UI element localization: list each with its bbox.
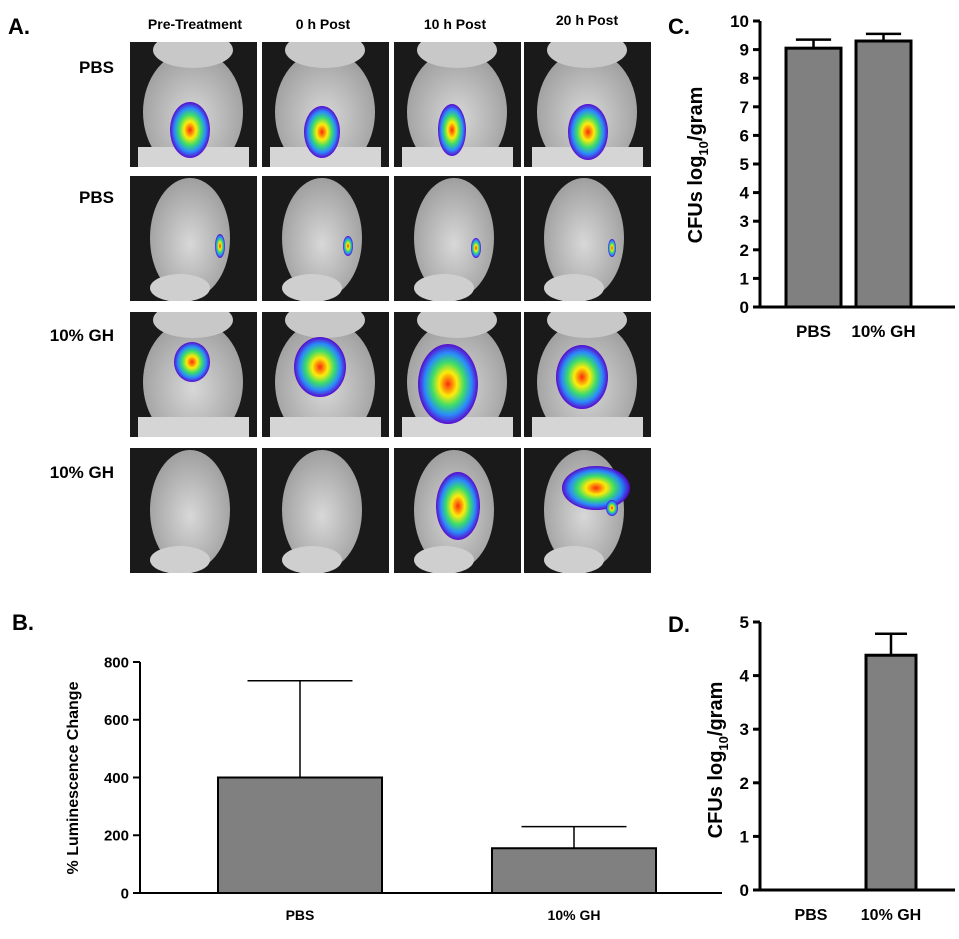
chart-B-y-tick-label: 200: [104, 828, 129, 845]
chart-D-y-tick-label: 1: [740, 827, 749, 846]
chart-C-y-tick-label: 9: [740, 41, 749, 60]
column-header-10h: 10 h Post: [423, 16, 487, 32]
mouse-image-tile: [524, 448, 651, 573]
chart-D-y-tick-label: 2: [740, 774, 749, 793]
chart-D-y-axis-label: CFUs log10/gram: [705, 682, 731, 839]
column-header-20h: 20 h Post: [555, 12, 619, 28]
chart-C-y-tick-label: 10: [730, 12, 749, 31]
chart-D-y-tick-label: 0: [740, 881, 749, 900]
chart-D-category-label: 10% GH: [861, 907, 921, 924]
chart-C-category-label: 10% GH: [851, 322, 915, 341]
chart-B-bar: [217, 776, 383, 894]
chart-D-y-tick-label: 5: [740, 613, 749, 632]
chart-C-y-tick-label: 1: [740, 269, 749, 288]
chart-D-bar: [864, 653, 918, 892]
chart-B-bar: [491, 847, 657, 895]
panel-label-c: C.: [668, 14, 690, 39]
mouse-image-tile: [262, 448, 389, 573]
chart-C-y-tick-label: 8: [740, 69, 749, 88]
panel-label-a: A.: [8, 14, 30, 39]
row-label-pbs-ventral: PBS: [79, 58, 114, 77]
chart-C-y-tick-label: 4: [740, 184, 750, 203]
mouse-image-tile: [130, 448, 257, 573]
mouse-image-tile: [394, 448, 521, 573]
chart-C-y-axis-label: CFUs log10/gram: [685, 87, 711, 244]
chart-C-category-label: PBS: [796, 322, 831, 341]
panel-label-b: B.: [12, 610, 34, 635]
mouse-image-tile: [130, 312, 257, 437]
chart-C-y-tick-label: 7: [740, 98, 749, 117]
chart-C-y-tick-label: 2: [740, 241, 749, 260]
chart-D-y-tick-label: 4: [740, 667, 750, 686]
chart-D-y-tick-label: 3: [740, 720, 749, 739]
mouse-image-tile: [262, 176, 389, 301]
chart-C-bar: [854, 39, 913, 309]
chart-B-y-axis-label: % Luminescence Change: [65, 681, 82, 874]
chart-B-y-tick-label: 0: [121, 885, 129, 902]
panel-label-d: D.: [668, 612, 690, 637]
mouse-image-tile: [524, 42, 651, 167]
mouse-image-tile: [394, 312, 521, 437]
mouse-image-tile: [130, 176, 257, 301]
chart-C-y-tick-label: 0: [740, 298, 749, 317]
chart-C-bar: [784, 46, 843, 309]
column-header-0h: 0 h Post: [295, 16, 351, 32]
row-label-gh-lateral: 10% GH: [49, 463, 114, 482]
mouse-image-tile: [130, 42, 257, 167]
chart-D-category-label: PBS: [795, 907, 828, 924]
chart-C-y-tick-label: 3: [740, 212, 749, 231]
chart-B-category-label: PBS: [286, 907, 315, 923]
row-label-pbs-lateral: PBS: [79, 188, 114, 207]
chart-B-y-tick-label: 600: [104, 712, 129, 729]
mouse-image-tile: [524, 176, 651, 301]
mouse-image-tile: [524, 312, 651, 437]
chart-C-y-tick-label: 6: [740, 126, 749, 145]
chart-B-y-tick-label: 400: [104, 770, 129, 787]
row-label-gh-ventral: 10% GH: [49, 326, 114, 345]
mouse-image-tile: [394, 176, 521, 301]
column-header-pre-treatment: Pre-Treatment: [147, 16, 243, 32]
mouse-image-tile: [262, 312, 389, 437]
mouse-image-tile: [394, 42, 521, 167]
chart-B-category-label: 10% GH: [548, 907, 601, 923]
chart-C-y-tick-label: 5: [740, 155, 749, 174]
chart-B-y-tick-label: 800: [104, 654, 129, 671]
mouse-image-tile: [262, 42, 389, 167]
